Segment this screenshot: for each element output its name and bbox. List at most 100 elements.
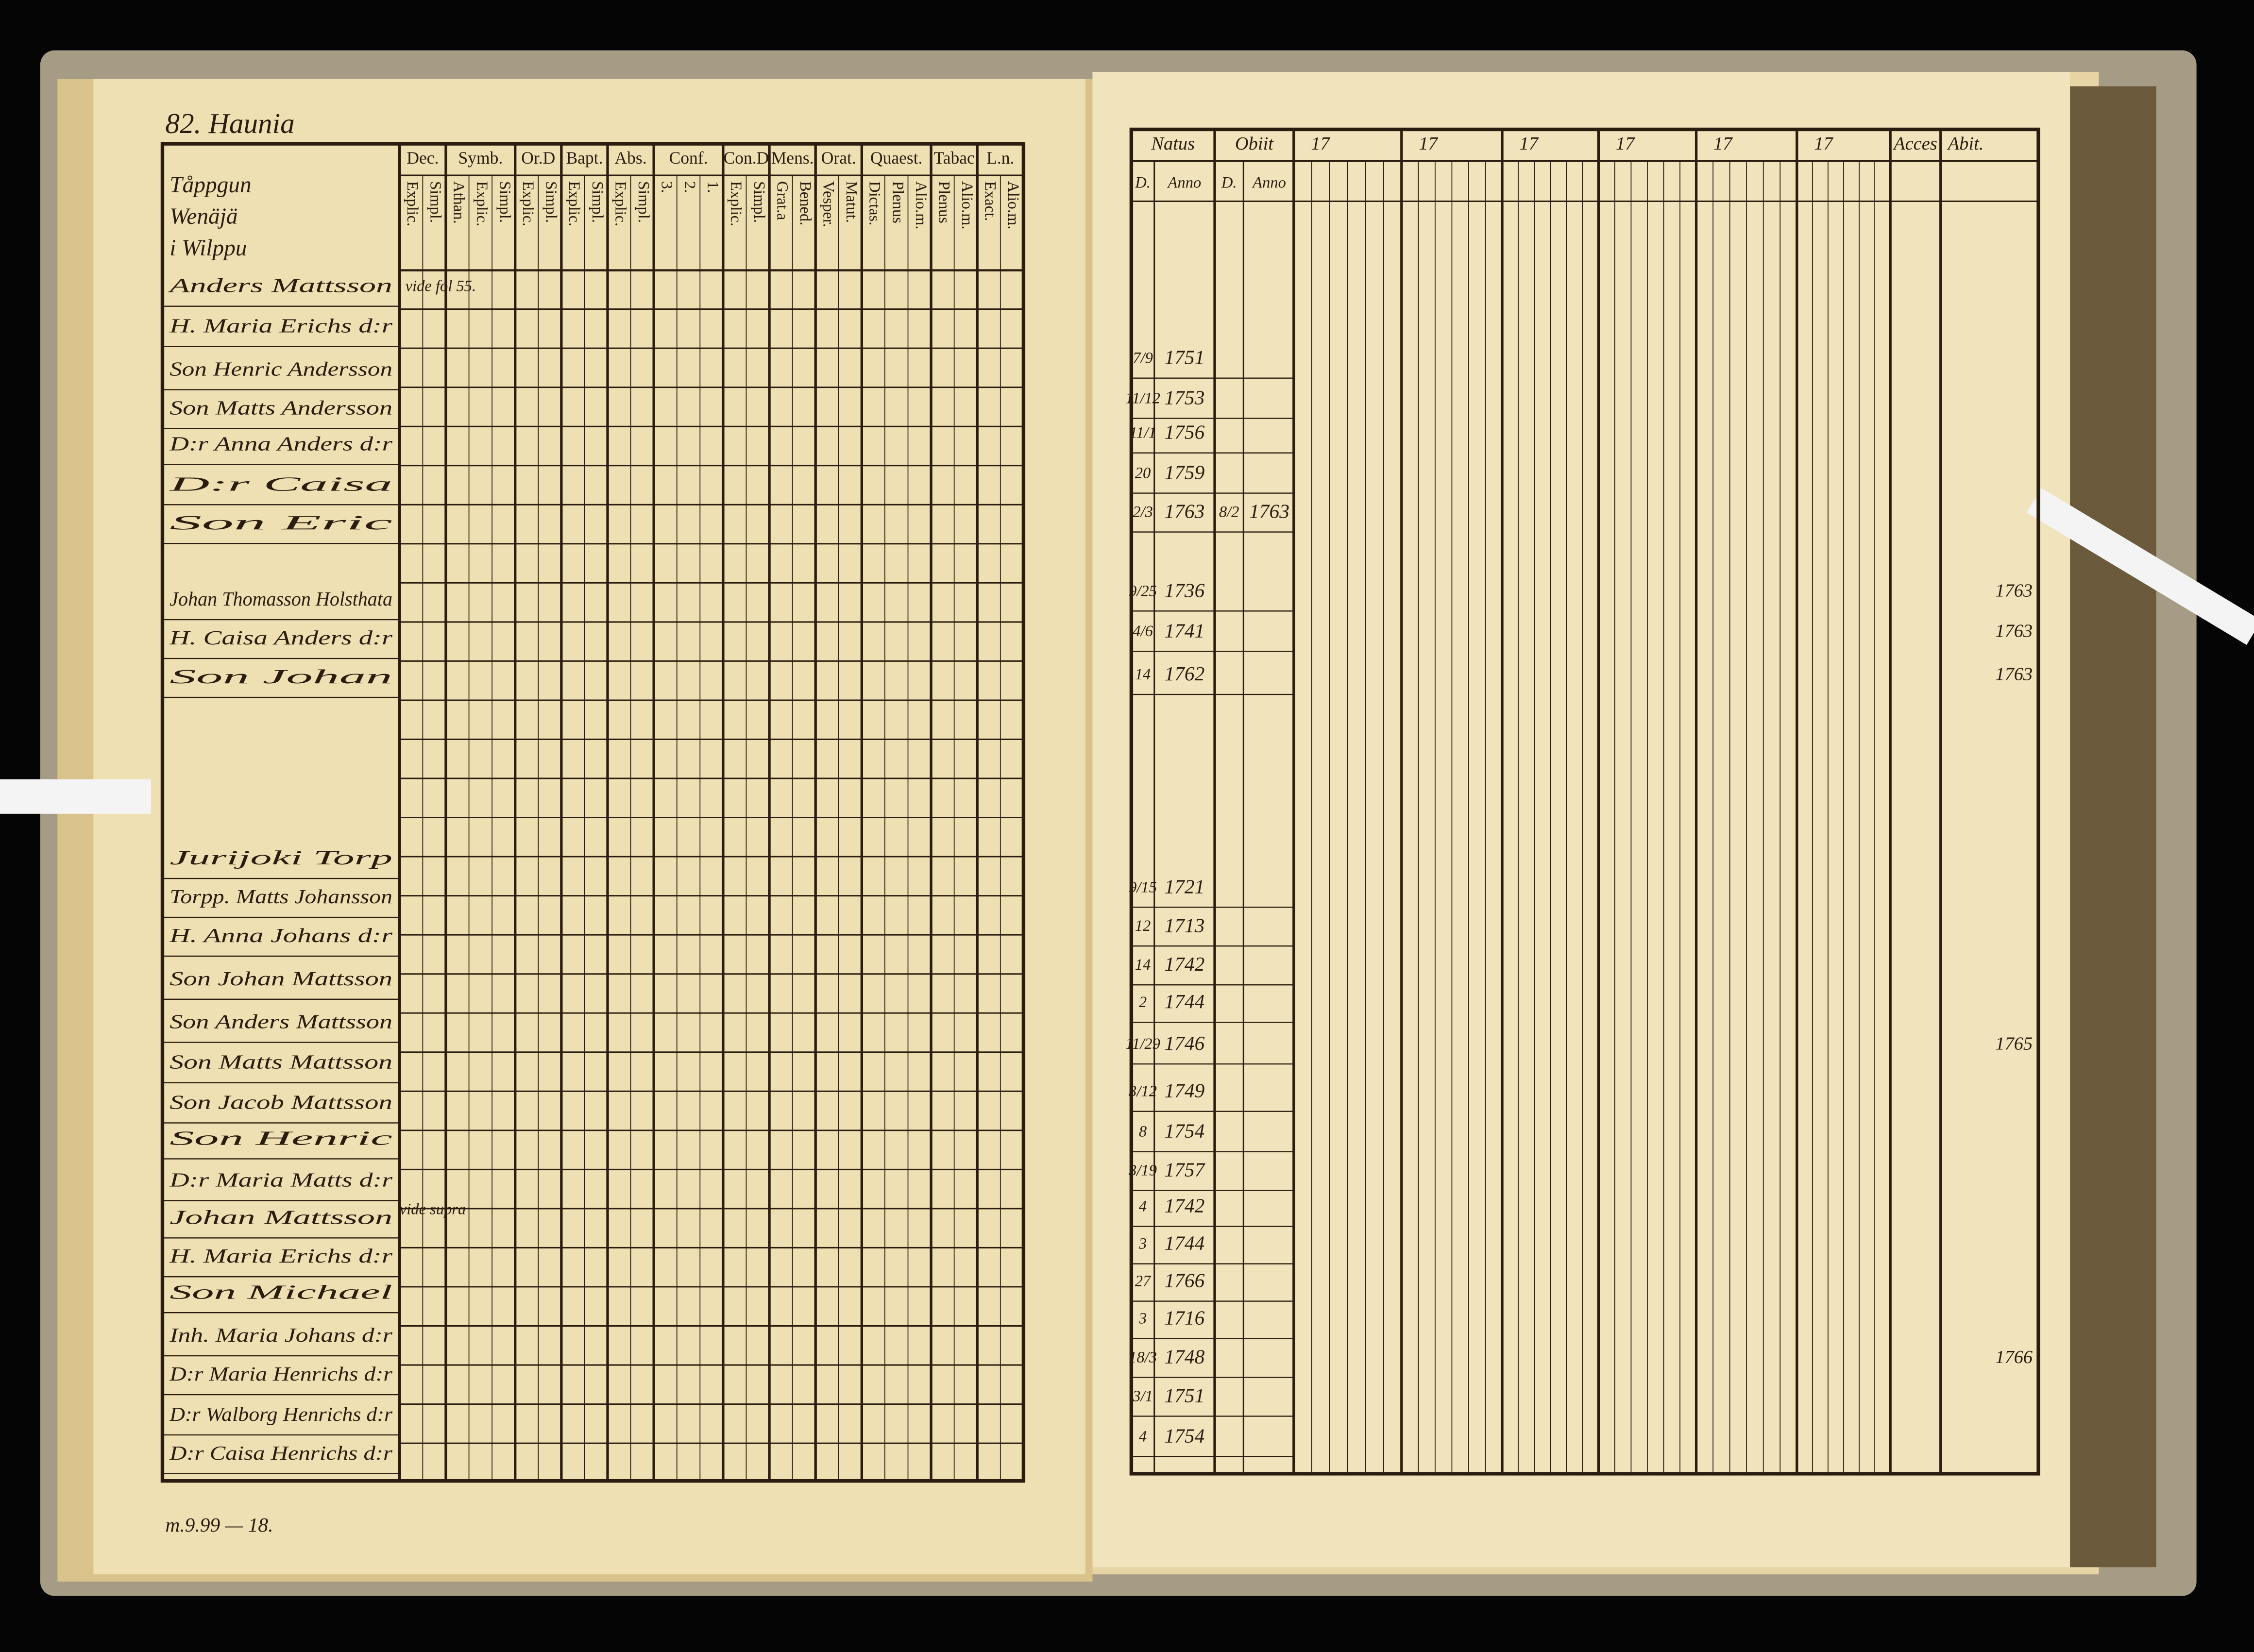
abit-year: 1766 <box>1995 1347 2033 1367</box>
birth-year: 1763 <box>1164 500 1204 523</box>
birth-day: 2/3 <box>1133 503 1153 521</box>
birth-year: 1749 <box>1164 1079 1204 1102</box>
column-subhead: Alio.m. <box>1004 181 1022 229</box>
column-subhead: Explic. <box>565 181 583 226</box>
column-head: Bapt. <box>566 148 603 168</box>
birth-year: 1766 <box>1164 1269 1204 1292</box>
person-name: H. Maria Erichs d:r <box>169 315 393 337</box>
birth-day: 4 <box>1139 1198 1147 1215</box>
person-name: Son Matts Mattsson <box>169 1051 392 1073</box>
column-subhead: Simpl. <box>427 181 444 223</box>
column-head: 17 <box>1311 134 1330 154</box>
person-name: Son Henric <box>169 1127 392 1149</box>
row-note: vide fol 55. <box>406 278 476 295</box>
page-title: 82. Haunia <box>165 107 294 139</box>
header-line: Tåppgun <box>169 172 251 198</box>
column-subhead: Explic. <box>519 181 537 226</box>
column-head: 17 <box>1616 134 1635 154</box>
column-subhead: 2. <box>681 181 698 193</box>
column-subhead: 3. <box>658 181 675 193</box>
birth-year: 1759 <box>1164 461 1204 484</box>
person-name: D:r Walborg Henrichs d:r <box>169 1403 393 1425</box>
birth-year: 1746 <box>1164 1032 1204 1054</box>
birth-year: 1748 <box>1164 1346 1204 1368</box>
column-subhead: Athan. <box>450 181 467 224</box>
column-head: 17 <box>1713 134 1733 154</box>
birth-day: 8 <box>1139 1123 1147 1141</box>
person-name: Johan Mattsson <box>169 1206 392 1228</box>
birth-day: 20 <box>1135 465 1151 482</box>
column-subhead: Simpl. <box>750 181 768 223</box>
person-name: D:r Caisa <box>169 472 393 495</box>
column-head: 17 <box>1419 134 1438 154</box>
row-note: vide supra <box>400 1200 466 1218</box>
abit-year: 1763 <box>1995 581 2033 601</box>
person-name: H. Caisa Anders d:r <box>169 626 393 649</box>
column-subhead: Grat.a <box>773 181 791 220</box>
column-subhead: Matut. <box>843 181 860 223</box>
person-name: Jurijoki Torp <box>169 846 392 869</box>
person-name: D:r Maria Henrichs d:r <box>169 1363 393 1385</box>
death-day: 8/2 <box>1219 503 1239 521</box>
column-head: 17 <box>1520 134 1539 154</box>
column-subhead: Vesper. <box>820 181 837 227</box>
column-head: 17 <box>1814 134 1833 154</box>
column-head: Abs. <box>615 148 647 168</box>
column-head: Orat. <box>821 148 856 168</box>
column-head: Acces <box>1892 134 1937 154</box>
birth-day: 3/1 <box>1132 1387 1153 1405</box>
birth-day: 4 <box>1139 1428 1147 1445</box>
birth-day: 14 <box>1135 666 1151 683</box>
column-head: Conf. <box>669 148 708 168</box>
person-name: Torpp. Matts Johansson <box>169 885 392 908</box>
birth-day: 14 <box>1135 956 1151 974</box>
birth-year: 1756 <box>1164 421 1204 443</box>
column-head: Quaest. <box>870 148 922 168</box>
birth-year: 1744 <box>1164 990 1204 1012</box>
birth-year: 1716 <box>1164 1307 1204 1329</box>
subcolumn-head: D. <box>1221 174 1237 191</box>
birth-year: 1736 <box>1164 579 1204 601</box>
abit-year: 1765 <box>1995 1033 2033 1054</box>
column-head: Obiit <box>1235 134 1274 154</box>
birth-day: 7/9 <box>1133 350 1153 367</box>
birth-day: 2 <box>1139 994 1147 1011</box>
person-name: Son Matts Andersson <box>169 396 392 419</box>
column-subhead: Simpl. <box>542 181 560 223</box>
column-subhead: Explic. <box>611 181 629 226</box>
column-head: Symb. <box>458 148 503 168</box>
birth-year: 1744 <box>1164 1232 1204 1254</box>
person-name: D:r Anna Anders d:r <box>169 432 393 455</box>
page-footer: m.9.99 — 18. <box>165 1514 273 1536</box>
column-head: Abit. <box>1947 134 1984 154</box>
birth-day: 12 <box>1135 917 1151 935</box>
birth-day: 18/3 <box>1129 1349 1157 1366</box>
column-head: Dec. <box>407 148 439 168</box>
column-subhead: Exact. <box>982 181 999 221</box>
column-subhead: Plenus <box>889 181 906 223</box>
birth-year: 1721 <box>1164 875 1204 897</box>
birth-year: 1754 <box>1164 1424 1204 1447</box>
column-head: Or.D <box>521 148 555 168</box>
subcolumn-head: D. <box>1135 174 1151 191</box>
person-name: Son Anders Mattsson <box>169 1011 392 1033</box>
page-edges <box>2070 86 2156 1568</box>
birth-year: 1751 <box>1164 1384 1204 1406</box>
birth-year: 1742 <box>1164 1195 1204 1217</box>
column-subhead: Alio.m. <box>958 181 976 229</box>
column-head: Tabac <box>934 148 975 168</box>
birth-day: 27 <box>1135 1273 1152 1290</box>
birth-day: 9/25 <box>1129 582 1157 600</box>
person-name: Son Eric <box>169 511 392 534</box>
birth-day: 3/19 <box>1128 1162 1157 1180</box>
header-line: i Wilppu <box>169 236 247 261</box>
birth-year: 1741 <box>1164 619 1204 641</box>
person-name: D:r Maria Matts d:r <box>169 1168 393 1191</box>
birth-year: 1762 <box>1164 662 1204 685</box>
birth-year: 1753 <box>1164 387 1204 409</box>
birth-day: 3 <box>1138 1235 1147 1253</box>
person-name: D:r Caisa Henrichs d:r <box>169 1442 393 1464</box>
column-subhead: Simpl. <box>635 181 652 223</box>
